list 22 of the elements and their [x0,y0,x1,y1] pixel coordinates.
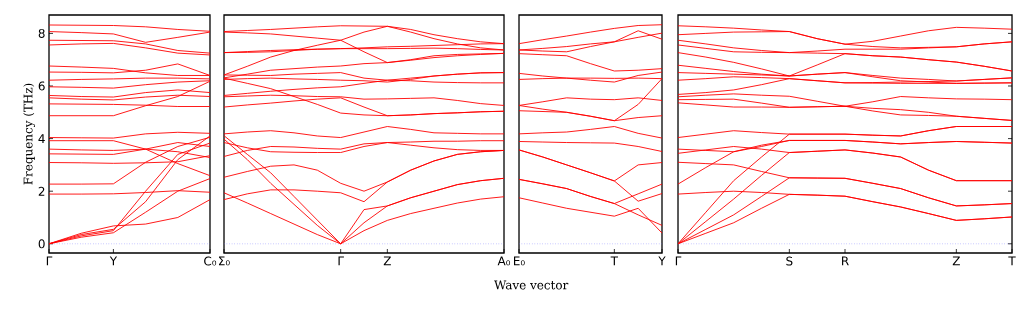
x-tick-label: T [610,256,619,266]
y-tick-label: 0 [38,239,45,249]
x-tick-label: Γ [675,256,682,266]
y-tick-label: 8 [38,28,45,38]
x-tick-label: Γ [46,256,53,266]
x-tick-label: R [842,256,849,266]
x-tick-label: Γ [338,256,344,266]
y-tick-label: 2 [38,186,45,196]
x-tick-label: Z [952,256,960,266]
y-axis-title: Frequency (THz) [23,83,36,185]
y-tick-label: 4 [38,134,45,143]
x-tick-label: E₀ [514,256,525,266]
x-tick-label: Y [658,256,666,266]
y-tick-label: 6 [38,81,45,91]
x-tick-label: Σ₀ [219,256,230,266]
x-tick-label: A₀ [497,256,511,266]
x-tick-label: Y [109,256,118,266]
x-tick-label: T [1008,256,1016,266]
x-tick-label: C₀ [204,256,217,266]
x-axis-title: Wave vector [494,280,569,290]
x-tick-label: Z [383,256,391,266]
x-tick-label: S [786,256,793,266]
